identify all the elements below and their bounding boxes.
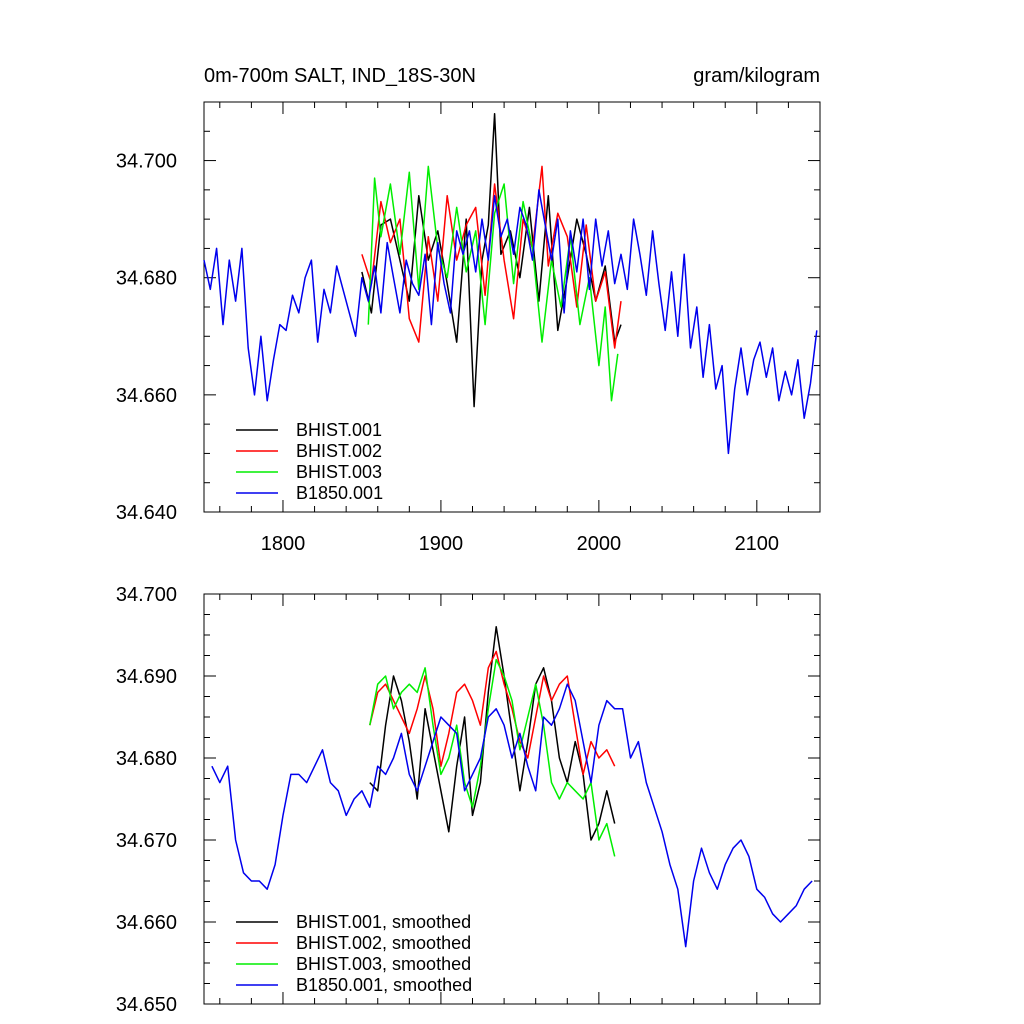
y-tick-label: 34.660	[116, 912, 177, 934]
x-tick-label: 2000	[577, 533, 622, 555]
legend-label: BHIST.003, smoothed	[296, 954, 471, 974]
legend-label: BHIST.001	[296, 420, 382, 440]
legend-label: BHIST.002, smoothed	[296, 933, 471, 953]
series-line-bhist-002	[361, 165, 622, 349]
y-tick-label: 34.680	[116, 268, 177, 290]
y-tick-label: 34.640	[116, 502, 177, 524]
legend-label: BHIST.002	[296, 441, 382, 461]
y-tick-label: 34.700	[116, 151, 177, 173]
y-tick-label: 34.650	[116, 994, 177, 1016]
series-line-bhist-003	[367, 165, 619, 402]
series-line-b1850-001	[203, 189, 818, 455]
legend-label: B1850.001	[296, 483, 383, 503]
y-tick-label: 34.690	[116, 666, 177, 688]
y-tick-label: 34.680	[116, 748, 177, 770]
units-label: gram/kilogram	[693, 65, 820, 87]
x-tick-label: 1900	[419, 533, 464, 555]
chart-title: 0m-700m SALT, IND_18S-30N	[204, 65, 476, 87]
bottom-panel: 34.650 34.660 34.670 34.680 34.690 34.700 BHI…	[116, 584, 821, 1016]
y-tick-label: 34.670	[116, 830, 177, 852]
legend-label: B1850.001, smoothed	[296, 975, 472, 995]
legend-label: BHIST.001, smoothed	[296, 912, 471, 932]
series-line-bhist-003-smoothed	[369, 658, 616, 857]
series-line-bhist-002-smoothed	[369, 650, 616, 776]
y-tick-label: 34.700	[116, 584, 177, 606]
x-tick-label: 1800	[261, 533, 306, 555]
y-tick-label: 34.660	[116, 385, 177, 407]
series-line-b1850-001-smoothed	[211, 683, 813, 948]
x-tick-label: 2100	[735, 533, 780, 555]
legend-label: BHIST.003	[296, 462, 382, 482]
top-panel: 0m-700m SALT, IND_18S-30N gram/kilogram …	[116, 65, 821, 555]
